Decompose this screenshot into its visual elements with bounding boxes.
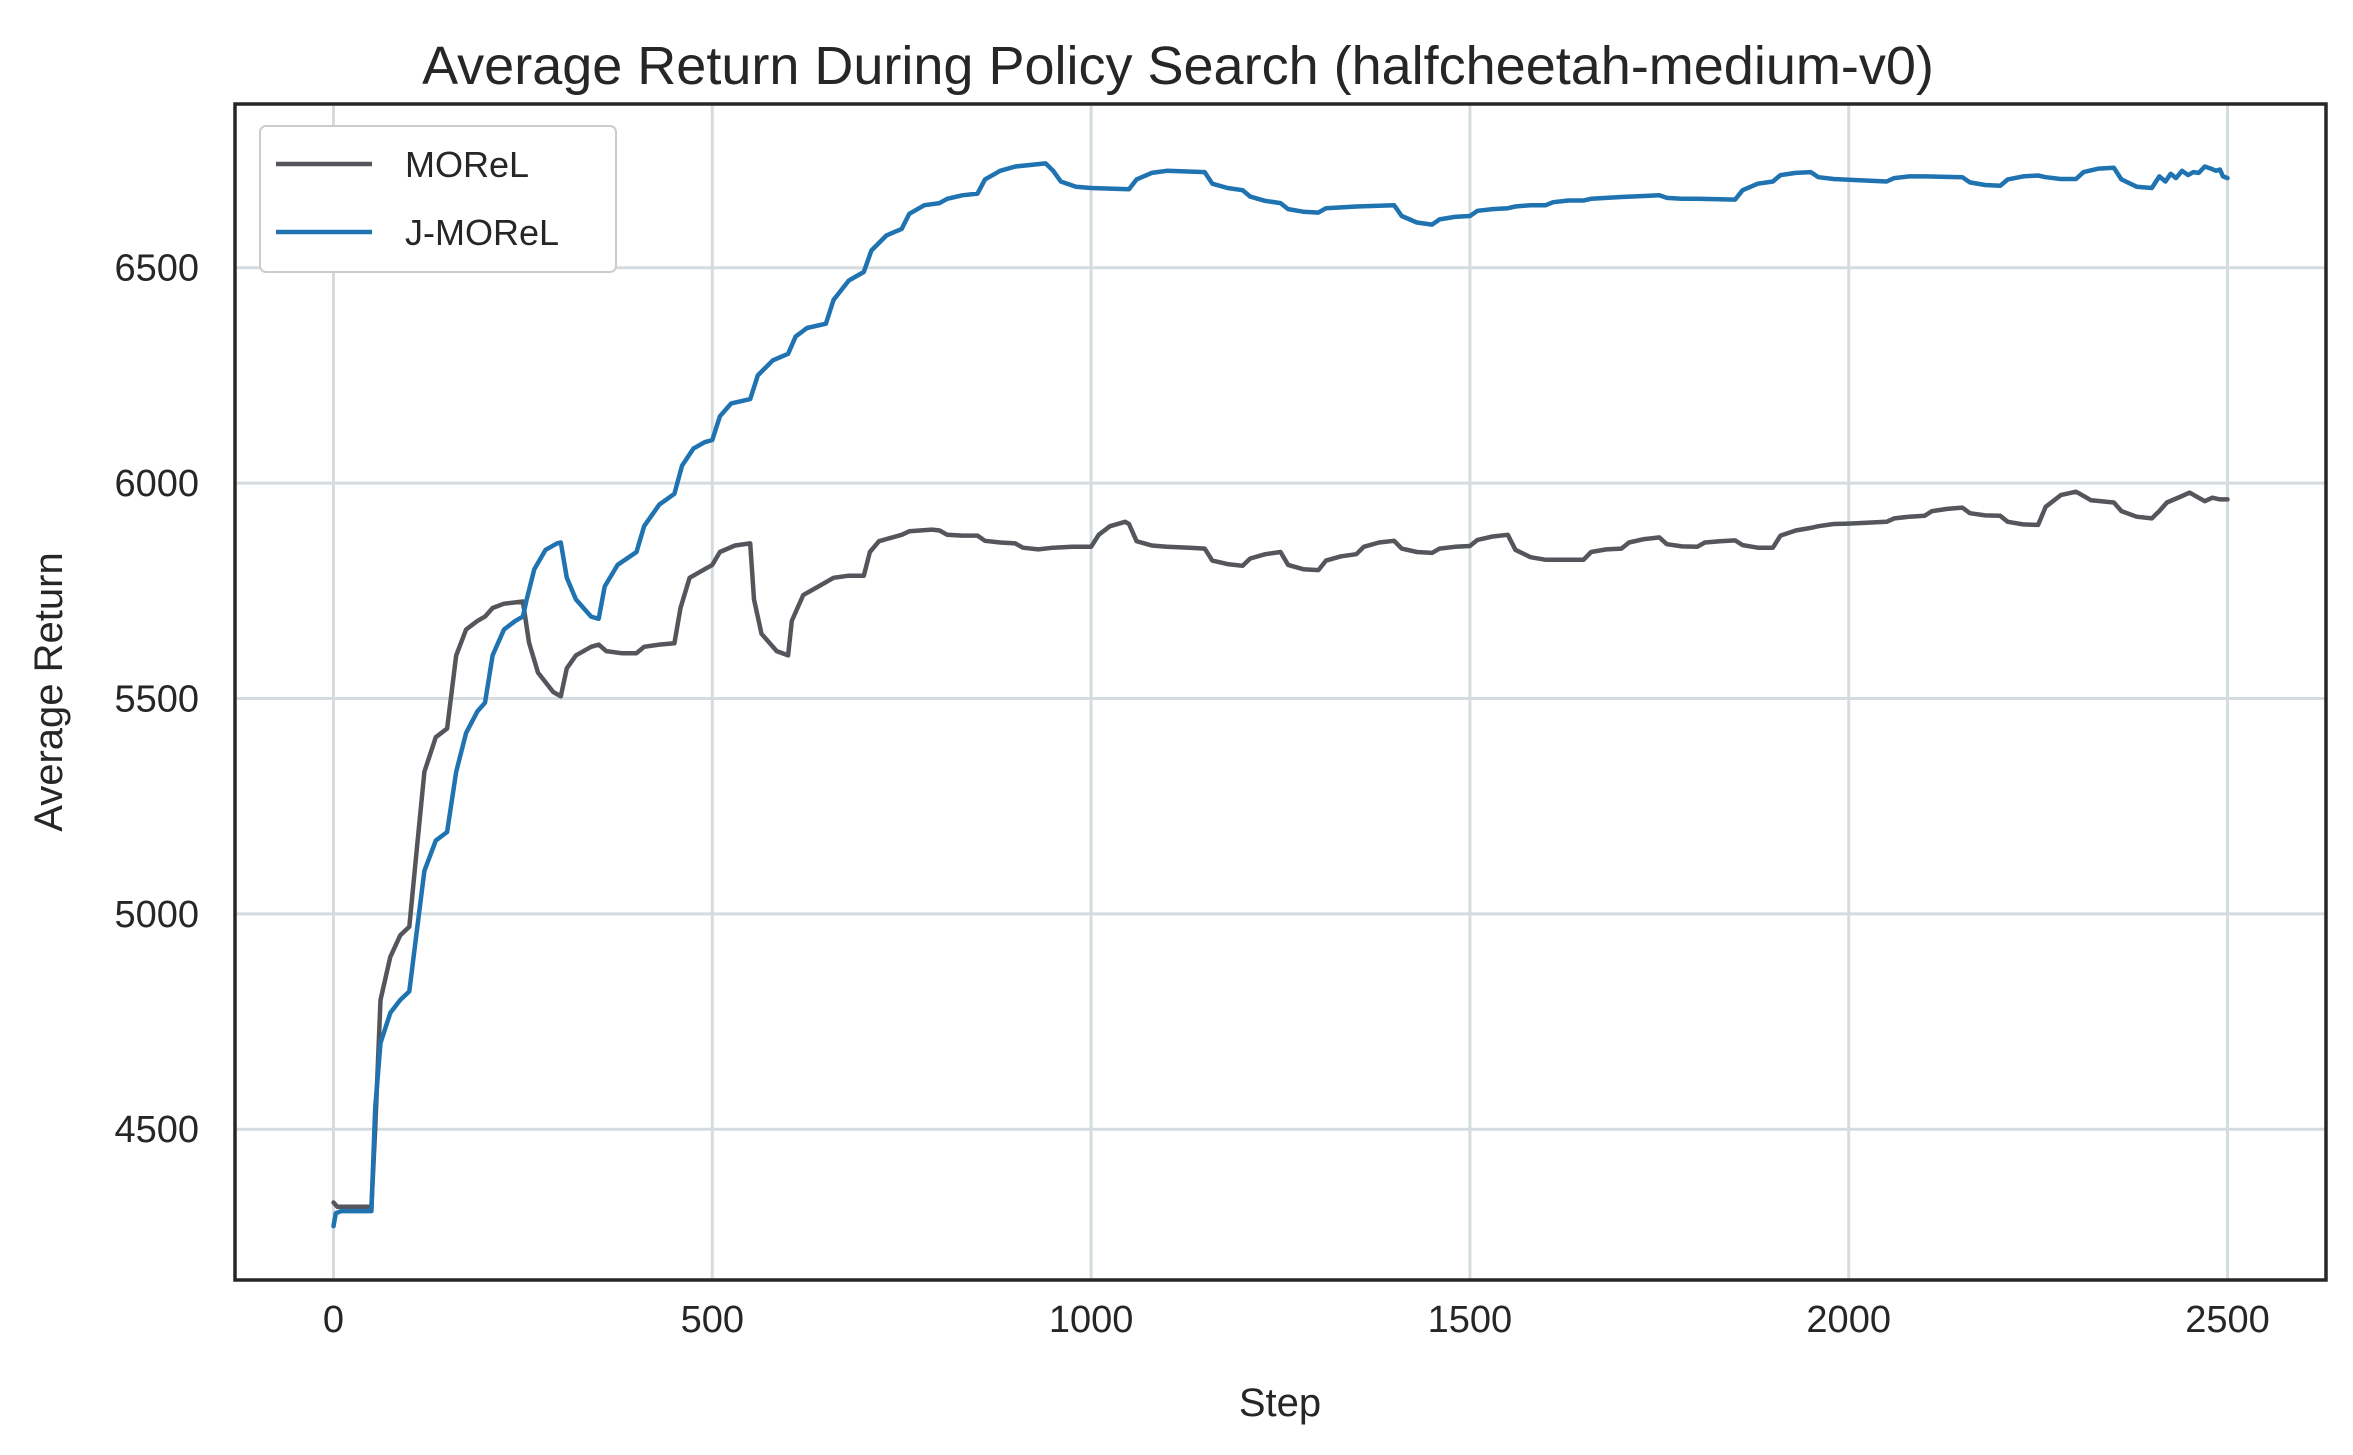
x-tick-label: 1500 <box>1428 1299 1513 1341</box>
y-tick-label: 5500 <box>114 678 199 720</box>
chart-title: Average Return During Policy Search (hal… <box>422 36 1934 96</box>
legend-label-morel: MOReL <box>405 144 529 185</box>
y-tick-label: 5000 <box>114 894 199 936</box>
series-layer <box>331 161 2230 1229</box>
y-tick-label: 4500 <box>114 1109 199 1151</box>
y-tick-label: 6000 <box>114 463 199 505</box>
series-line-morel <box>331 489 2230 1210</box>
x-tick-label: 1000 <box>1049 1299 1134 1341</box>
x-tick-label: 500 <box>681 1299 744 1341</box>
y-tick-label: 6500 <box>114 248 199 290</box>
x-tick-label: 2500 <box>2185 1299 2270 1341</box>
legend-label-j-morel: J-MOReL <box>405 212 559 253</box>
y-axis-label: Average Return <box>27 552 71 831</box>
legend: MOReL J-MOReL <box>259 125 617 273</box>
x-tick-label: 2000 <box>1806 1299 1891 1341</box>
plot-frame <box>233 102 2328 1282</box>
grid <box>235 104 2326 1280</box>
x-tick-label: 0 <box>323 1299 344 1341</box>
tick-labels: 0 500 1000 1500 2000 2500 4500 5000 5500 6000 6500 <box>114 248 2269 1341</box>
series-line-j-morel <box>331 161 2230 1229</box>
x-axis-label: Step <box>1239 1381 1321 1425</box>
